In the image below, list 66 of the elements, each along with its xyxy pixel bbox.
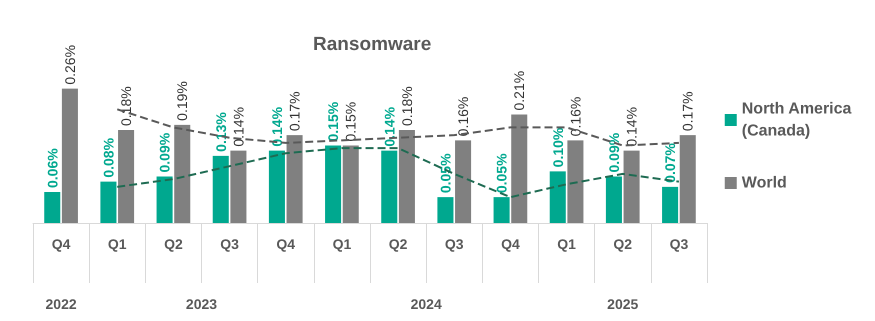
data-label: 0.26% [62,44,78,85]
data-label: 0.14% [230,106,246,147]
bar [494,197,510,223]
x-tick-label: Q1 [332,236,352,252]
data-label: 0.10% [550,127,566,168]
bar [381,150,398,223]
bar [156,176,173,223]
data-label: 0.15% [342,102,359,142]
x-tick-label: Q3 [444,236,464,252]
bar [230,150,246,223]
data-label: 0.05% [494,152,510,194]
bar [212,156,229,223]
bar [174,124,190,223]
data-label: 0.18% [118,86,134,126]
x-tick-label: Q1 [108,236,127,252]
x-tick-label: Q1 [557,236,576,252]
data-label: 0.16% [567,96,584,136]
bar [268,150,285,223]
legend-label: North America (Canada) [742,100,852,140]
data-label: 0.13% [212,112,229,152]
x-tick-label: Q3 [670,236,688,252]
data-label: 0.15% [325,101,342,142]
text: 2024 [410,296,442,312]
x-tick-label: Q4 [52,236,71,252]
bar [550,171,566,223]
data-label: 0.18% [398,86,415,126]
data-label: 0.06% [44,148,60,188]
text: 2023 [186,296,218,312]
bar [398,130,415,223]
data-label: 0.08% [100,137,116,178]
text: 2025 [607,296,639,312]
x-tick-label: Q2 [388,236,408,252]
bar [342,146,359,223]
bar [567,140,584,223]
data-label: 0.14% [381,106,398,147]
data-label: 0.19% [174,81,190,121]
bar [680,135,696,223]
data-label: 0.07% [662,142,678,183]
data-label: 0.17% [680,91,696,132]
bar [455,140,472,223]
x-tick-label: Q4 [501,236,520,252]
data-label: 0.16% [455,96,472,136]
bar [325,146,342,223]
bar [118,130,134,223]
x-tick-label: Q4 [276,236,296,252]
data-label: 0.05% [437,152,454,194]
data-label: 0.21% [511,70,528,110]
bar [286,135,303,223]
bar [62,88,78,223]
chart-title: Ransomware [313,34,432,55]
x-tick-label: Q3 [220,236,240,252]
data-label: 0.09% [606,132,622,172]
bar [662,186,678,223]
data-label: 0.14% [268,106,285,147]
data-label: 0.17% [286,91,303,132]
bar [437,197,454,223]
bar [606,176,622,223]
text: 2022 [46,296,77,312]
bar [624,150,640,223]
bar [511,114,528,223]
bar [44,192,60,223]
data-label: 0.09% [156,132,173,172]
legend-label: World [742,174,787,192]
x-tick-label: Q2 [613,236,632,252]
x-tick-label: Q2 [164,236,183,252]
bar [100,182,116,223]
